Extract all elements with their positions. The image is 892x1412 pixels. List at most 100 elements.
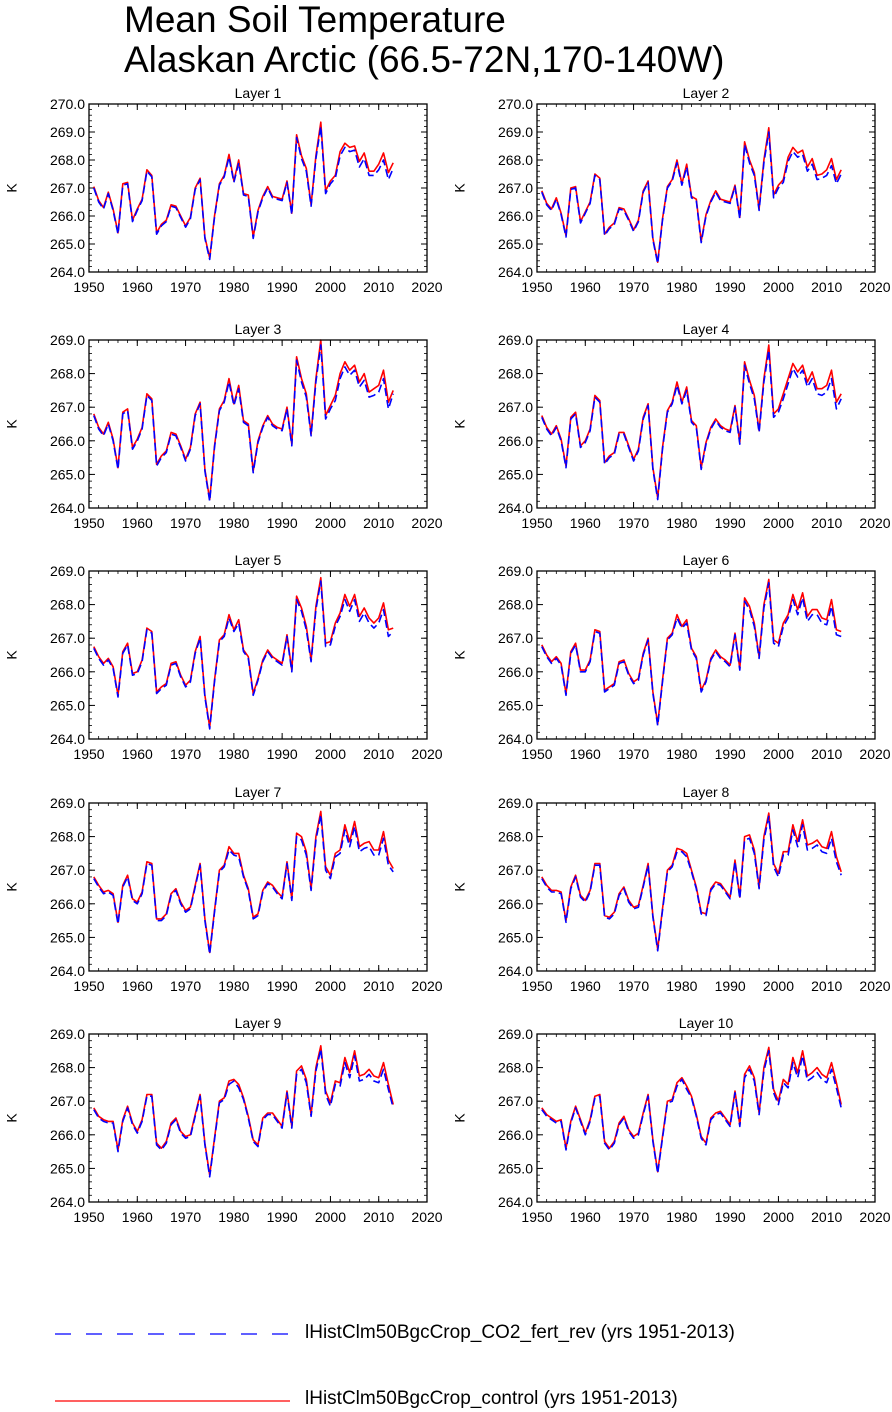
layer-8-x-tick-label: 1960 xyxy=(570,978,601,994)
layer-10-series-co2-fert-rev xyxy=(541,1050,842,1175)
layer-10-y-tick-label: 267.0 xyxy=(498,1093,533,1109)
layer-6-y-axis-label: K xyxy=(452,650,468,660)
layer-1-x-tick-label: 2010 xyxy=(363,279,394,295)
layer-2-y-tick-label: 266.0 xyxy=(498,208,533,224)
layer-2-x-tick-label: 1950 xyxy=(521,279,552,295)
layer-2-title: Layer 2 xyxy=(683,85,730,101)
layer-9-x-tick-label: 1970 xyxy=(170,1209,201,1225)
layer-10-plot-frame xyxy=(536,1033,876,1203)
layer-3-y-axis-label: K xyxy=(4,419,20,429)
layer-4-series-co2-fert-rev xyxy=(541,349,842,501)
layer-1-y-tick-label: 264.0 xyxy=(50,264,85,280)
layer-8-x-tick-label: 1990 xyxy=(715,978,746,994)
layer-7-y-tick-label: 268.0 xyxy=(50,829,85,845)
layer-9-series-co2-fert-rev xyxy=(93,1048,394,1178)
layer-8-y-axis-label: K xyxy=(452,882,468,892)
layer-8-x-tick-label: 1950 xyxy=(521,978,552,994)
layer-3-x-tick-label: 1970 xyxy=(170,515,201,531)
layer-3-x-tick-label: 2010 xyxy=(363,515,394,531)
layer-10-series-control xyxy=(541,1046,842,1173)
layer-10-x-tick-label: 1950 xyxy=(521,1209,552,1225)
layer-4-x-tick-label: 1950 xyxy=(521,515,552,531)
layer-6-series-co2-fert-rev xyxy=(541,581,842,727)
layer-10-x-tick-label: 1980 xyxy=(666,1209,697,1225)
layer-3-title: Layer 3 xyxy=(235,321,282,337)
layer-1-title: Layer 1 xyxy=(235,85,282,101)
layer-4-x-tick-label: 1970 xyxy=(618,515,649,531)
layer-1-x-tick-label: 1990 xyxy=(267,279,298,295)
layer-8-y-tick-label: 266.0 xyxy=(498,896,533,912)
layer-5-x-tick-label: 1950 xyxy=(73,746,104,762)
layer-4-y-tick-label: 268.0 xyxy=(498,366,533,382)
layer-4-y-tick-label: 265.0 xyxy=(498,466,533,482)
layer-3-y-tick-label: 266.0 xyxy=(50,433,85,449)
layer-10-x-tick-label: 1990 xyxy=(715,1209,746,1225)
layer-7-x-tick-label: 1990 xyxy=(267,978,298,994)
layer-1-x-tick-label: 1950 xyxy=(73,279,104,295)
layer-10-title: Layer 10 xyxy=(679,1015,734,1031)
layer-7-y-axis-label: K xyxy=(4,882,20,892)
layer-2-x-tick-label: 2010 xyxy=(811,279,842,295)
layer-2-y-tick-label: 264.0 xyxy=(498,264,533,280)
layer-1-y-tick-label: 270.0 xyxy=(50,96,85,112)
layer-8-y-tick-label: 264.0 xyxy=(498,963,533,979)
layer-2-y-tick-label: 267.0 xyxy=(498,180,533,196)
layer-3-x-tick-label: 2020 xyxy=(411,515,442,531)
layer-1-y-tick-label: 269.0 xyxy=(50,124,85,140)
layer-5-x-tick-label: 2020 xyxy=(411,746,442,762)
layer-1-y-axis-label: K xyxy=(4,183,20,193)
layer-6-y-tick-label: 265.0 xyxy=(498,697,533,713)
layer-8-title: Layer 8 xyxy=(683,784,730,800)
layer-9-x-tick-label: 1990 xyxy=(267,1209,298,1225)
layer-5-panel: Layer 5 K 1950 1960 1970 1980 1990 2000 2010 2020… xyxy=(4,552,443,762)
layer-7-plot-frame xyxy=(88,802,428,972)
layer-5-y-tick-label: 269.0 xyxy=(50,563,85,579)
layer-9-x-tick-label: 2000 xyxy=(315,1209,346,1225)
layer-2-x-tick-label: 1960 xyxy=(570,279,601,295)
layer-5-x-tick-label: 1990 xyxy=(267,746,298,762)
layer-9-x-tick-label: 1950 xyxy=(73,1209,104,1225)
layer-5-x-tick-label: 2000 xyxy=(315,746,346,762)
layer-8-panel: Layer 8 K 1950 1960 1970 1980 1990 2000 2010 2020… xyxy=(452,784,891,994)
layer-7-y-tick-label: 264.0 xyxy=(50,963,85,979)
layer-5-y-tick-label: 265.0 xyxy=(50,697,85,713)
layer-7-series-co2-fert-rev xyxy=(93,813,394,956)
layer-6-y-tick-label: 268.0 xyxy=(498,597,533,613)
layer-9-series-control xyxy=(93,1045,394,1176)
layer-3-series-co2-fert-rev xyxy=(93,344,394,503)
layer-2-plot-frame xyxy=(536,103,876,273)
layer-5-y-tick-label: 268.0 xyxy=(50,597,85,613)
layer-4-y-tick-label: 267.0 xyxy=(498,399,533,415)
layer-1-y-tick-label: 265.0 xyxy=(50,236,85,252)
layer-6-x-tick-label: 2020 xyxy=(859,746,890,762)
layer-2-x-tick-label: 1970 xyxy=(618,279,649,295)
layer-10-x-tick-label: 2020 xyxy=(859,1209,890,1225)
layer-9-x-tick-label: 1960 xyxy=(122,1209,153,1225)
layer-7-y-tick-label: 267.0 xyxy=(50,862,85,878)
layer-3-x-tick-label: 2000 xyxy=(315,515,346,531)
layer-9-x-tick-label: 2020 xyxy=(411,1209,442,1225)
layer-6-x-tick-label: 1980 xyxy=(666,746,697,762)
layer-8-x-tick-label: 2010 xyxy=(811,978,842,994)
layer-5-y-tick-label: 267.0 xyxy=(50,630,85,646)
layer-7-x-tick-label: 2010 xyxy=(363,978,394,994)
layer-6-x-tick-label: 1990 xyxy=(715,746,746,762)
layer-9-x-tick-label: 1980 xyxy=(218,1209,249,1225)
title-line-2: Alaskan Arctic (66.5-72N,170-140W) xyxy=(124,39,725,80)
layer-7-y-tick-label: 265.0 xyxy=(50,929,85,945)
layer-4-y-tick-label: 266.0 xyxy=(498,433,533,449)
layer-5-y-axis-label: K xyxy=(4,650,20,660)
layer-7-y-tick-label: 266.0 xyxy=(50,896,85,912)
layer-6-title: Layer 6 xyxy=(683,552,730,568)
layer-6-x-tick-label: 1970 xyxy=(618,746,649,762)
layer-10-y-tick-label: 264.0 xyxy=(498,1194,533,1210)
layer-1-y-tick-label: 267.0 xyxy=(50,180,85,196)
layer-10-x-tick-label: 1960 xyxy=(570,1209,601,1225)
layer-3-x-tick-label: 1980 xyxy=(218,515,249,531)
layer-2-x-tick-label: 2000 xyxy=(763,279,794,295)
layer-1-series-control xyxy=(93,121,394,259)
layer-3-x-tick-label: 1960 xyxy=(122,515,153,531)
layer-5-title: Layer 5 xyxy=(235,552,282,568)
layer-10-x-tick-label: 2010 xyxy=(811,1209,842,1225)
